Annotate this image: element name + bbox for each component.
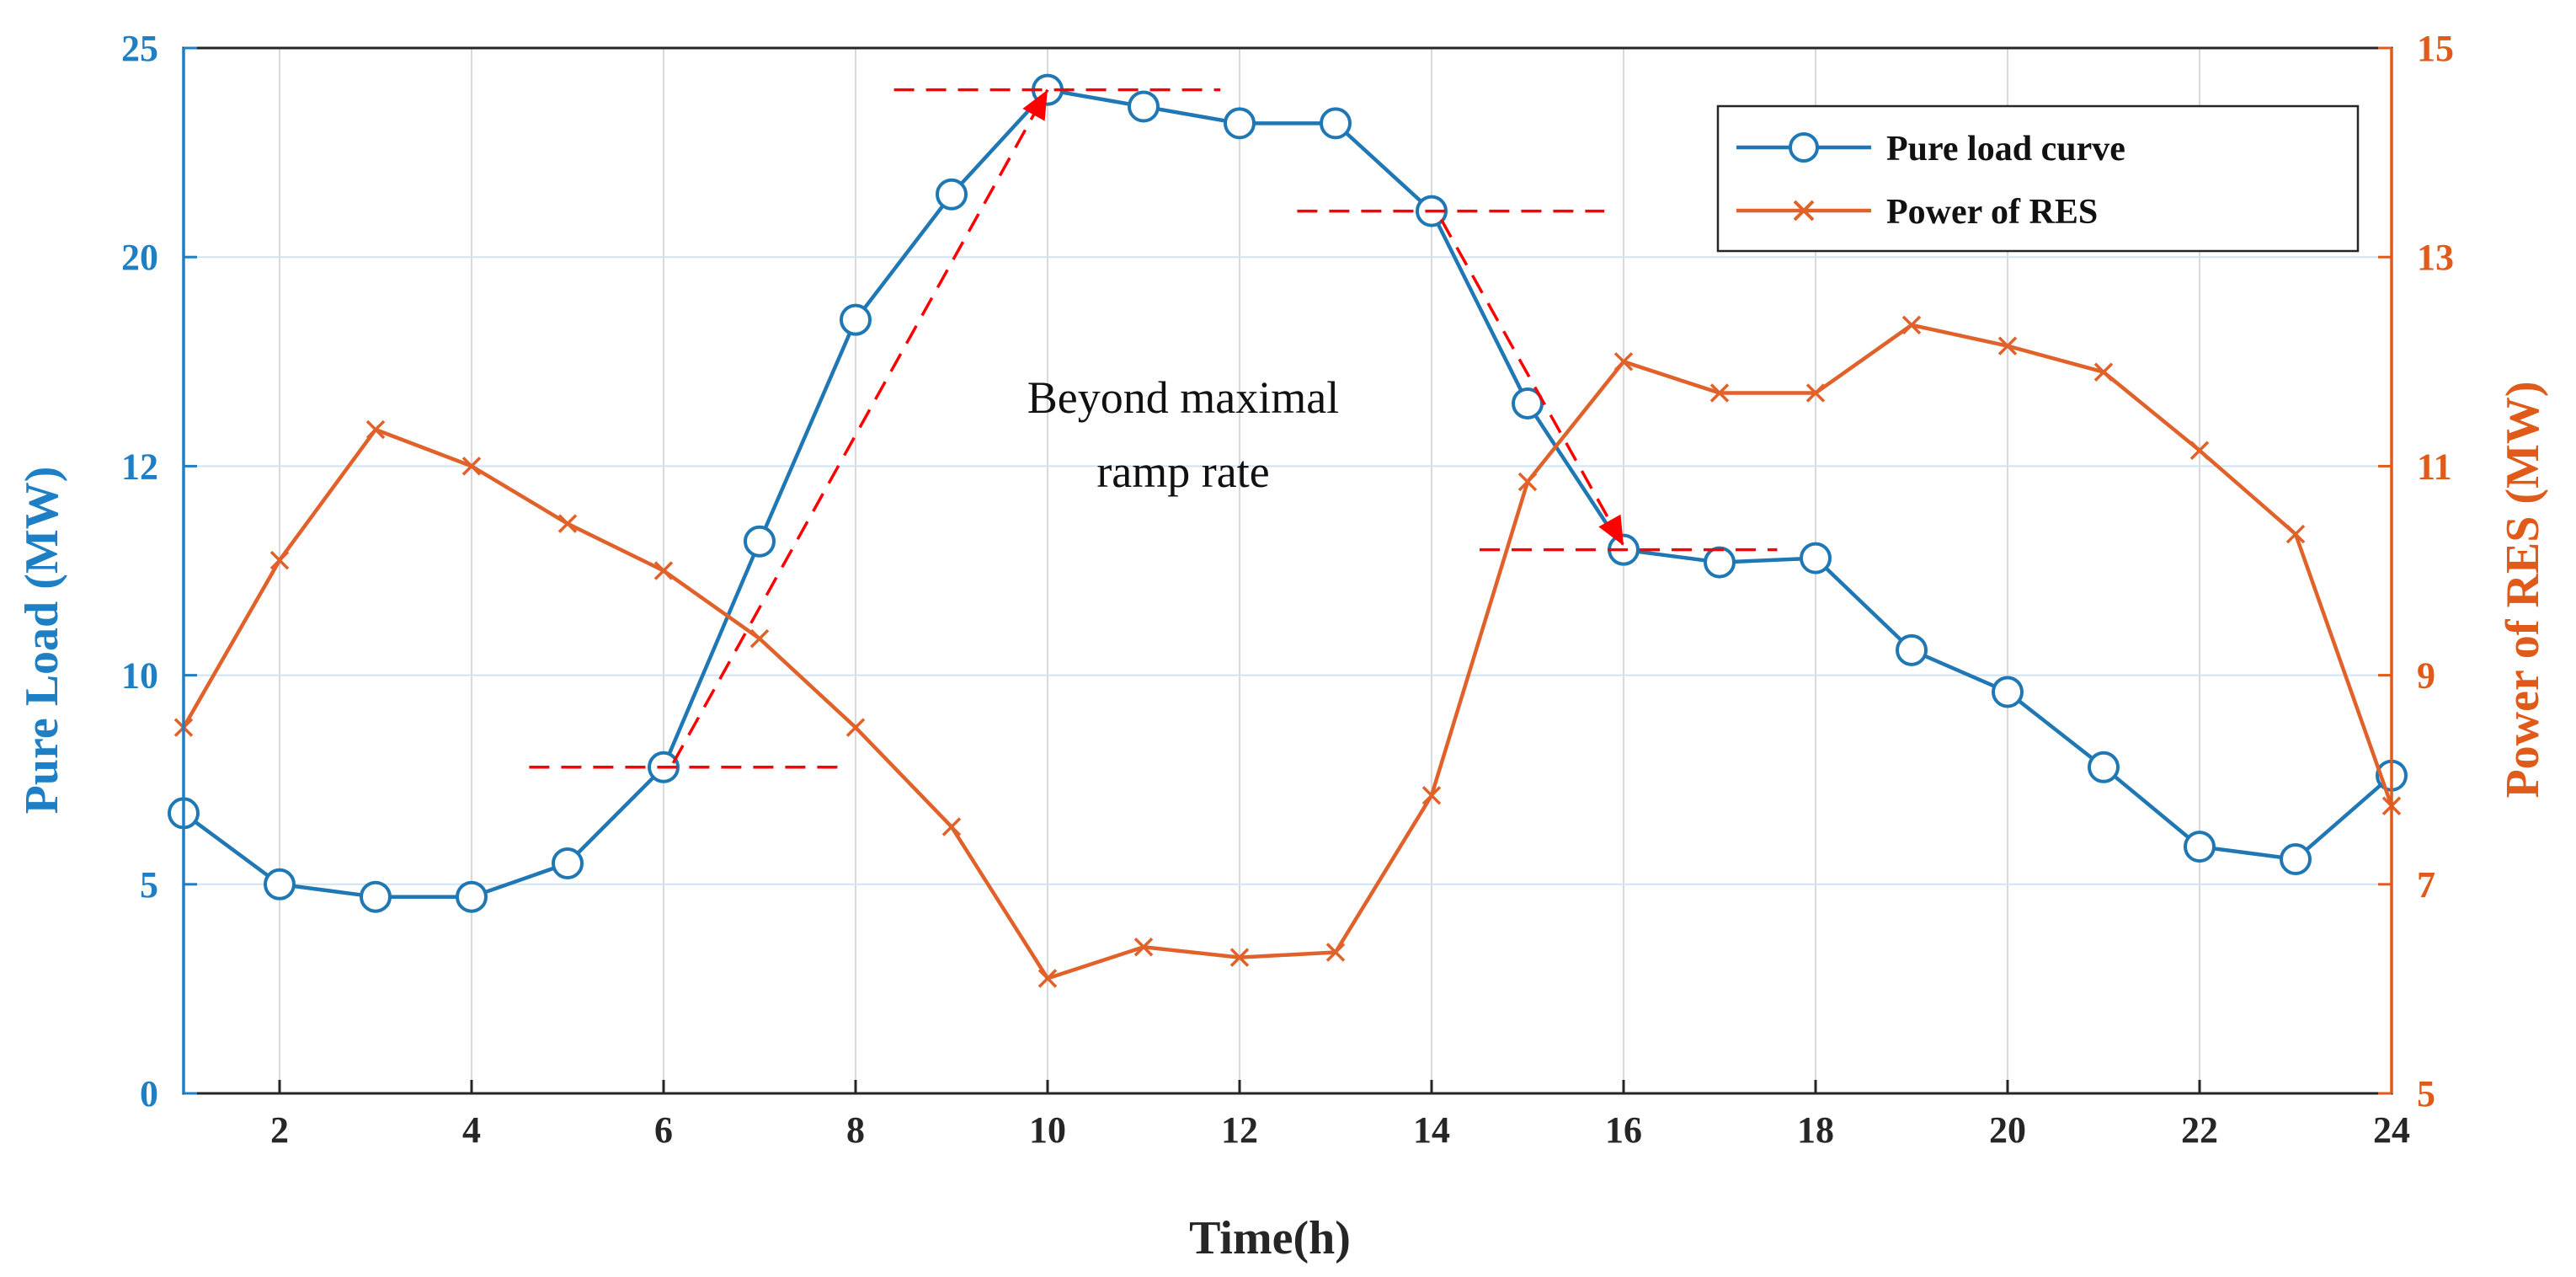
right-tick-label: 15 xyxy=(2417,28,2454,69)
series-line-pure-load-curve xyxy=(182,88,2393,899)
data-point-res xyxy=(1613,352,1634,371)
data-point-load xyxy=(2184,831,2216,863)
data-point-res xyxy=(1421,786,1442,805)
right-tick-label: 7 xyxy=(2417,864,2435,906)
x-axis-label: Time(h) xyxy=(1189,1212,1351,1264)
data-point-load xyxy=(264,868,296,900)
data-point-load xyxy=(1992,676,2024,708)
ramp-guide-arrow-head xyxy=(1022,89,1048,121)
data-point-res xyxy=(1133,938,1154,957)
left-tick-label: 25 xyxy=(121,28,158,69)
data-point-load xyxy=(1224,107,1256,140)
data-point-res xyxy=(749,628,770,649)
left-axis-label: Pure Load (MW) xyxy=(16,467,68,815)
data-point-res xyxy=(1901,315,1922,335)
data-point-load xyxy=(360,880,392,913)
data-point-load xyxy=(456,880,488,913)
data-point-res xyxy=(1709,383,1730,403)
data-point-load xyxy=(2088,751,2120,783)
data-point-res xyxy=(1997,336,2018,355)
legend-text-load: Pure load curve xyxy=(1886,130,2125,168)
series-layer xyxy=(168,73,2408,988)
data-point-res xyxy=(1325,943,1346,962)
data-point-load xyxy=(1800,542,1832,574)
x-tick-label: 16 xyxy=(1605,1109,1642,1151)
ramp-guides xyxy=(529,88,1778,769)
data-point-res xyxy=(1229,948,1250,967)
x-tick-label: 24 xyxy=(2373,1109,2410,1151)
x-tick-label: 22 xyxy=(2181,1109,2218,1151)
annotation-line-1: Beyond maximal xyxy=(1027,372,1339,423)
left-tick-label: 0 xyxy=(140,1073,158,1114)
data-point-res xyxy=(269,550,290,570)
data-point-load xyxy=(936,178,968,211)
x-tick-label: 14 xyxy=(1413,1109,1450,1151)
data-point-res xyxy=(2093,362,2114,382)
data-point-load xyxy=(1512,387,1544,419)
legend-box xyxy=(1716,104,2360,253)
data-point-res xyxy=(1037,969,1058,988)
x-tick-label: 18 xyxy=(1797,1109,1834,1151)
data-point-res xyxy=(461,457,482,476)
data-point-res xyxy=(941,817,962,836)
data-point-res xyxy=(365,419,386,440)
left-tick-label: 20 xyxy=(121,237,158,278)
data-point-load xyxy=(1896,633,1928,666)
annotation-line-2: ramp rate xyxy=(1096,446,1269,497)
right-axis-label: Power of RES (MW) xyxy=(2497,381,2549,798)
data-point-res xyxy=(2189,441,2210,461)
x-tick-label: 12 xyxy=(1221,1109,1258,1151)
data-point-load xyxy=(1704,546,1736,579)
data-point-load xyxy=(1128,90,1160,123)
x-tick-label: 2 xyxy=(270,1109,289,1151)
data-point-res xyxy=(557,514,578,533)
data-point-load xyxy=(840,303,872,336)
x-tick-label: 10 xyxy=(1029,1109,1066,1151)
legend: Pure load curve Power of RES xyxy=(1716,104,2360,253)
left-tick-label: 10 xyxy=(121,655,158,697)
data-point-res xyxy=(2285,524,2306,544)
data-point-res xyxy=(653,561,674,580)
data-point-load xyxy=(2280,843,2312,876)
data-point-res xyxy=(1805,383,1826,403)
legend-marker-load xyxy=(1789,132,1819,163)
data-point-load xyxy=(744,525,776,558)
x-tick-label: 8 xyxy=(846,1109,865,1151)
data-point-load xyxy=(552,847,584,879)
right-tick-label: 13 xyxy=(2417,237,2454,278)
data-point-load xyxy=(1320,107,1352,140)
series-line-power-of-res xyxy=(182,323,2394,980)
legend-text-res: Power of RES xyxy=(1886,193,2098,232)
right-tick-label: 9 xyxy=(2417,655,2435,697)
ramp-guide-arrow-head xyxy=(1598,514,1624,546)
left-tick-label: 5 xyxy=(140,864,158,906)
x-tick-label: 20 xyxy=(1989,1109,2026,1151)
data-point-res xyxy=(1517,472,1538,492)
x-tick-label: 4 xyxy=(462,1109,481,1151)
left-tick-label: 12 xyxy=(121,446,158,487)
ramp-guide-arrow-line xyxy=(671,88,1049,764)
right-tick-label: 11 xyxy=(2417,446,2452,487)
data-point-res xyxy=(845,718,866,737)
x-tick-label: 6 xyxy=(654,1109,673,1151)
legend-marker-res xyxy=(1793,200,1815,222)
right-tick-label: 5 xyxy=(2417,1073,2435,1114)
